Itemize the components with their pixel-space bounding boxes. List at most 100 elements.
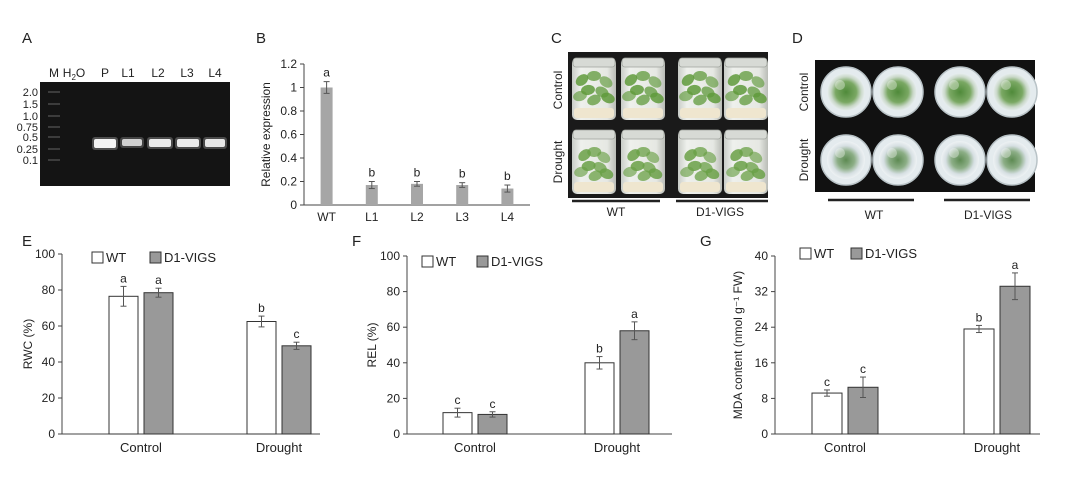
legend-swatch-wt [91,251,104,264]
ladder-band [48,91,60,93]
x-tick-label: Control [824,440,866,455]
bar [365,185,378,205]
bar [584,362,615,435]
significance-letter: c [455,393,461,407]
ladder-band [48,103,60,105]
seedling-leaf [636,94,650,106]
y-tick-label: 0.8 [280,104,297,118]
y-tick-label: 100 [35,247,55,261]
seedling-leaf [727,74,741,86]
bar [143,292,174,435]
x-tick-label: WT [317,210,336,224]
x-tick-label: L1 [365,210,379,224]
ladder-size-label: 0.5 [23,132,38,144]
seedling-leaf [681,74,695,86]
panel-letter-a: A [22,30,33,47]
jar-medium [726,108,766,118]
jar-rim [621,57,665,68]
significance-letter: b [258,301,265,315]
dish-highlight [835,80,845,90]
dish-plants [993,73,1031,111]
dish-plants [941,141,979,179]
panel-letter-g: G [700,233,712,250]
y-tick-label: 40 [755,249,769,263]
dish-highlight [887,148,897,158]
dish-photo-panel: Control Drought WT D1-VIGS [797,60,1038,222]
dish-plants [827,141,865,179]
legend-swatch-vigs [149,251,162,264]
significance-letter: b [976,310,983,324]
y-axis-label: RWC (%) [21,319,35,369]
bar [320,87,333,205]
seedling-leaf [636,70,650,82]
lane-label: M [49,66,59,80]
chart-mda: 0 8 16 24 32 40 MDA content (nmol g⁻¹ FW) c c Con… [731,246,1040,455]
y-tick-label: 32 [755,285,769,299]
y-tick-label: 0.4 [280,151,297,165]
jar-group-label-wt: WT [607,205,626,219]
legend-label-vigs: D1-VIGS [164,250,216,265]
seedling-leaf [575,74,589,86]
jar-medium [680,108,720,118]
dish-highlight [835,148,845,158]
y-tick-label: 60 [42,319,56,333]
bar [456,185,469,205]
legend-label-vigs: D1-VIGS [865,246,917,261]
seedling-leaf [694,170,709,182]
bar [963,328,995,435]
legend-swatch-wt [799,247,812,260]
dish-highlight [1001,148,1011,158]
seedling-leaf [705,168,720,180]
jar-rim [678,57,722,68]
seedling-leaf [753,92,767,104]
seedling-leaf [648,168,663,180]
lane-label: L4 [208,66,222,80]
gel-band [122,139,142,146]
panel-letter-c: C [551,30,562,47]
bar [811,392,843,435]
lane-label: P [101,66,109,80]
y-tick-label: 60 [387,320,401,334]
seedling-leaf [725,90,739,102]
panel-letter-e: E [22,233,33,250]
ladder-size-label: 2.0 [23,87,38,99]
legend-label-wt: WT [436,254,456,269]
ladder-band [48,126,60,128]
significance-letter: a [120,271,127,285]
dish-highlight [949,148,959,158]
dish-plants [941,73,979,111]
bar [999,285,1031,435]
legend-swatch-vigs [850,247,863,260]
x-tick-label: Control [454,440,496,455]
chart-relative-expression: 0 0.2 0.4 0.6 0.8 1 1.2 Relative expression a WT b… [259,57,530,224]
ladder-size-label: 0.1 [23,155,38,167]
y-tick-label: 24 [755,320,769,334]
jar-medium [623,182,663,192]
seedling-leaf [624,74,638,86]
panel-letter-d: D [792,30,803,47]
y-tick-label: 0 [761,427,768,441]
seedling-leaf [751,168,766,180]
x-tick-label: Drought [974,440,1021,455]
significance-letter: b [368,166,375,180]
seedling-leaf [587,94,601,106]
dish-row-label-drought: Drought [797,138,811,181]
bar [246,321,277,435]
significance-letter: b [459,167,466,181]
significance-letter: c [824,375,830,389]
bar [501,188,514,205]
jar-rim [724,57,768,68]
jar-rim [678,129,722,140]
y-tick-label: 20 [387,391,401,405]
y-tick-label: 80 [42,283,56,297]
jar-medium [574,182,614,192]
seedling-leaf [599,168,614,180]
y-axis-label: Relative expression [259,82,273,187]
significance-letter: b [504,169,511,183]
x-tick-label: Control [120,440,162,455]
y-tick-label: 0 [48,427,55,441]
lane-label: L3 [180,66,194,80]
dish-highlight [1001,80,1011,90]
bar [281,345,312,435]
